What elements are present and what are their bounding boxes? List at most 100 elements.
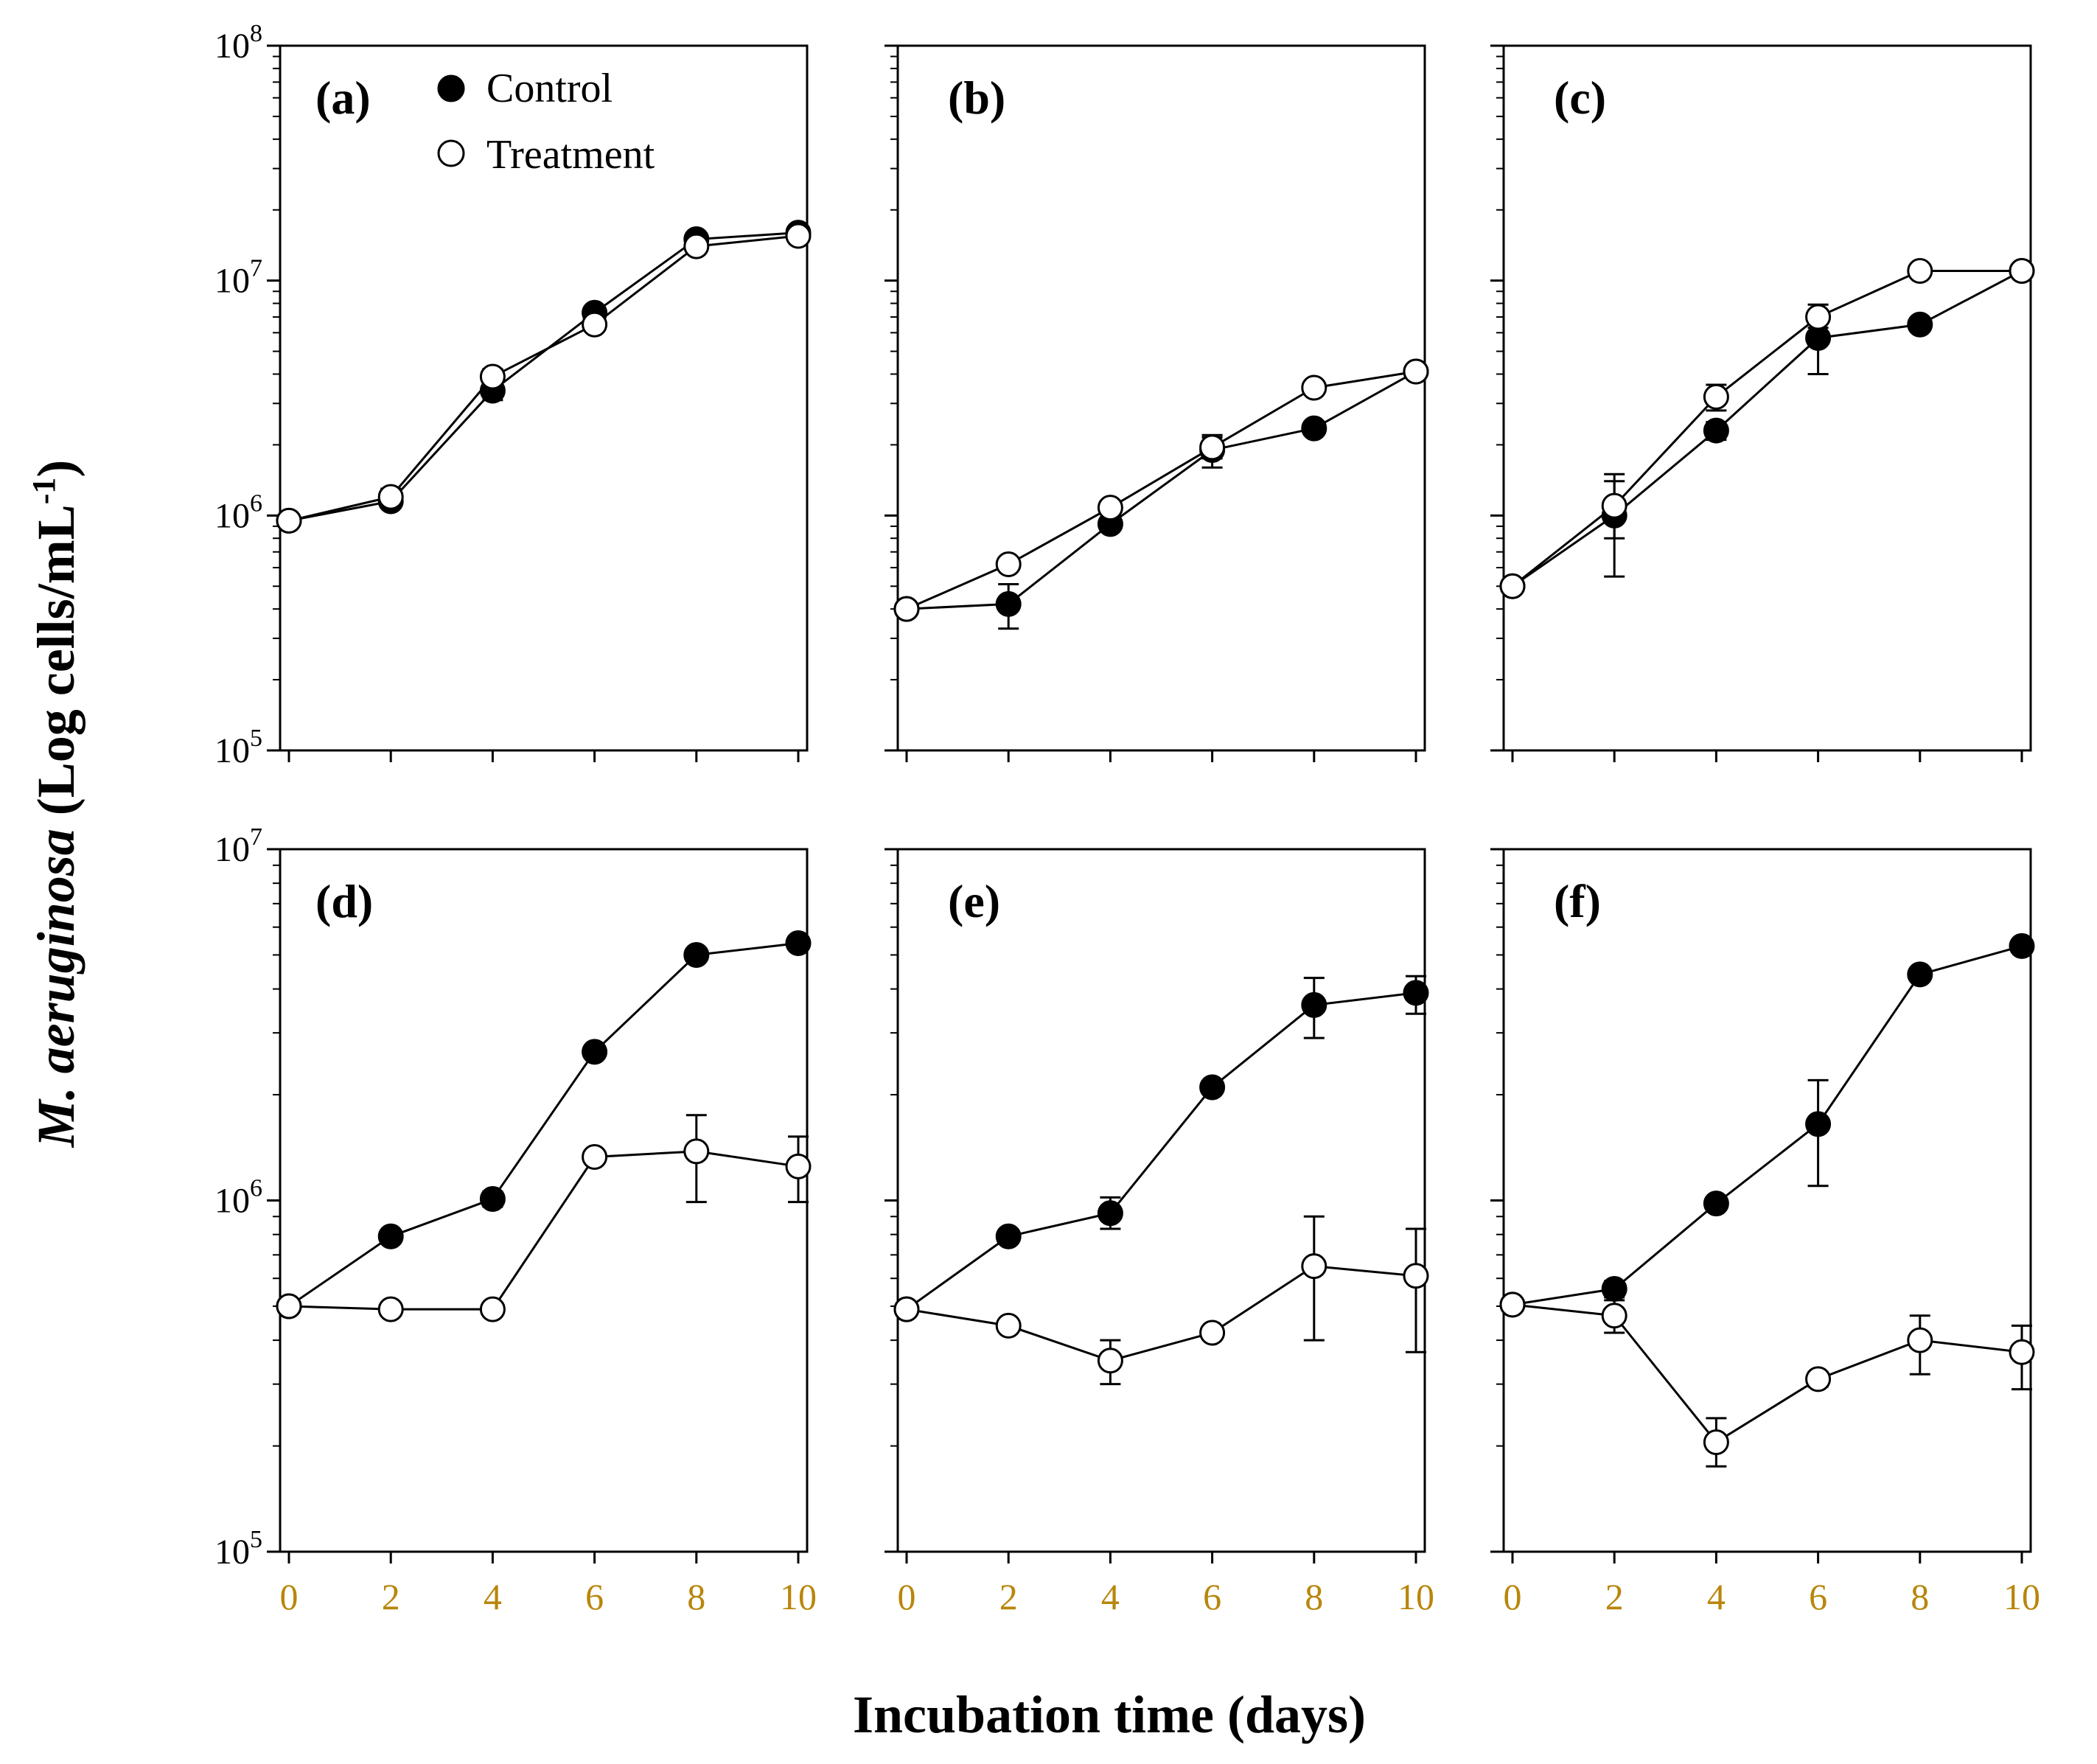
control-line: [1512, 270, 2023, 588]
treatment-point: [1499, 573, 1526, 599]
panel-label: (c): [1554, 72, 1606, 124]
x-tick-label: 8: [1911, 1576, 1929, 1617]
control-point: [377, 1223, 404, 1249]
control-point: [1301, 991, 1327, 1018]
control-point: [785, 930, 812, 957]
control-point: [995, 590, 1022, 617]
treatment-point: [785, 1153, 812, 1179]
treatment-line: [288, 1150, 799, 1311]
legend-treatment-marker: [437, 139, 465, 167]
treatment-point: [1499, 1291, 1526, 1318]
panel-c: (c): [1490, 44, 2035, 762]
y-tick-label: 107: [214, 823, 262, 869]
x-tick-label: 2: [382, 1576, 400, 1617]
control-line: [1512, 944, 2023, 1306]
panel-frame: [279, 44, 809, 752]
x-tick-label: 6: [1203, 1576, 1221, 1617]
panel-label: (b): [948, 72, 1005, 124]
treatment-line: [288, 234, 799, 522]
x-tick-label: 2: [999, 1576, 1018, 1617]
treatment-point: [1907, 257, 1933, 284]
treatment-point: [1805, 304, 1832, 330]
x-axis-title: Incubation time (days): [853, 1685, 1366, 1744]
treatment-line: [906, 370, 1417, 610]
treatment-point: [1601, 492, 1627, 519]
panel-f: 0 2 4 6 8 10 (f): [1490, 848, 2040, 1617]
control-point: [1601, 1275, 1627, 1302]
legend-control-label: Control: [486, 66, 613, 111]
treatment-point: [1703, 383, 1729, 410]
svg-text:M. aeruginosa (Log cells/mL-1): M. aeruginosa (Log cells/mL-1): [26, 460, 86, 1148]
control-point: [1403, 980, 1429, 1006]
treatment-point: [1907, 1327, 1933, 1353]
control-point: [1703, 417, 1729, 444]
x-tick-label: 10: [2003, 1576, 2040, 1617]
treatment-point: [276, 507, 302, 534]
treatment-point: [785, 223, 812, 249]
treatment-point: [1403, 358, 1429, 385]
treatment-point: [2009, 1339, 2035, 1365]
treatment-point: [377, 484, 404, 510]
treatment-point: [1097, 495, 1123, 521]
legend-control-marker: [437, 74, 465, 102]
legend: Control Treatment: [437, 66, 655, 178]
panel-label: (f): [1554, 875, 1601, 927]
panel-a: 105 106 107 108 (a) Control Treatment: [214, 20, 812, 770]
x-tick-label: 10: [780, 1576, 817, 1617]
x-tick-label: 6: [1809, 1576, 1827, 1617]
treatment-line: [1512, 1303, 2023, 1444]
treatment-point: [479, 363, 506, 390]
x-tick-label: 8: [1305, 1576, 1323, 1617]
y-tick-label: 106: [214, 1175, 262, 1221]
treatment-point: [683, 233, 710, 259]
y-axis-title: M. aeruginosa (Log cells/mL-1): [26, 460, 86, 1148]
treatment-point: [1703, 1429, 1729, 1455]
x-tick-label: 8: [687, 1576, 705, 1617]
y-axis-title-close: ): [27, 460, 86, 478]
treatment-point: [1199, 434, 1226, 461]
y-axis-title-superscript: -1: [26, 478, 62, 505]
x-tick-label: 2: [1605, 1576, 1624, 1617]
control-point: [683, 941, 710, 968]
treatment-point: [582, 1143, 608, 1170]
treatment-point: [2009, 257, 2035, 284]
x-tick-label: 10: [1398, 1576, 1434, 1617]
panel-e: 0 2 4 6 8 10 (e): [884, 848, 1434, 1617]
y-tick-label: 106: [214, 489, 262, 535]
control-point: [2009, 932, 2035, 959]
treatment-point: [1199, 1319, 1226, 1346]
y-tick-label: 105: [214, 1526, 262, 1572]
control-point: [1703, 1190, 1729, 1217]
panel-frame: [896, 44, 1426, 752]
treatment-point: [377, 1296, 404, 1322]
y-axis-title-italic: M. aeruginosa: [27, 829, 86, 1148]
treatment-point: [1301, 1253, 1327, 1280]
treatment-error-bar: [1406, 1227, 1426, 1353]
control-point: [1097, 1200, 1123, 1227]
y-tick-label: 107: [214, 255, 262, 301]
treatment-point: [1301, 374, 1327, 401]
treatment-line: [1512, 269, 2022, 588]
y-axis-title-main: (Log cells/mL: [27, 504, 86, 829]
control-point: [582, 1039, 608, 1065]
treatment-point: [893, 596, 920, 622]
panel-label: (d): [315, 875, 373, 927]
control-line: [288, 942, 799, 1308]
control-point: [1907, 311, 1933, 338]
x-tick-label: 0: [898, 1576, 916, 1617]
control-point: [1907, 961, 1933, 988]
control-point: [479, 1185, 506, 1212]
control-point: [995, 1223, 1022, 1249]
x-tick-label: 6: [585, 1576, 604, 1617]
panel-d: 105 106 107 0 2 4 6 8 10 (d): [214, 823, 817, 1617]
treatment-point: [1097, 1348, 1123, 1374]
panel-label: (a): [315, 72, 371, 124]
panel-b: (b): [884, 44, 1429, 762]
control-point: [1301, 415, 1327, 442]
treatment-point: [479, 1296, 506, 1322]
legend-treatment-label: Treatment: [486, 132, 655, 178]
treatment-point: [1805, 1366, 1832, 1392]
x-tick-label: 0: [1504, 1576, 1522, 1617]
